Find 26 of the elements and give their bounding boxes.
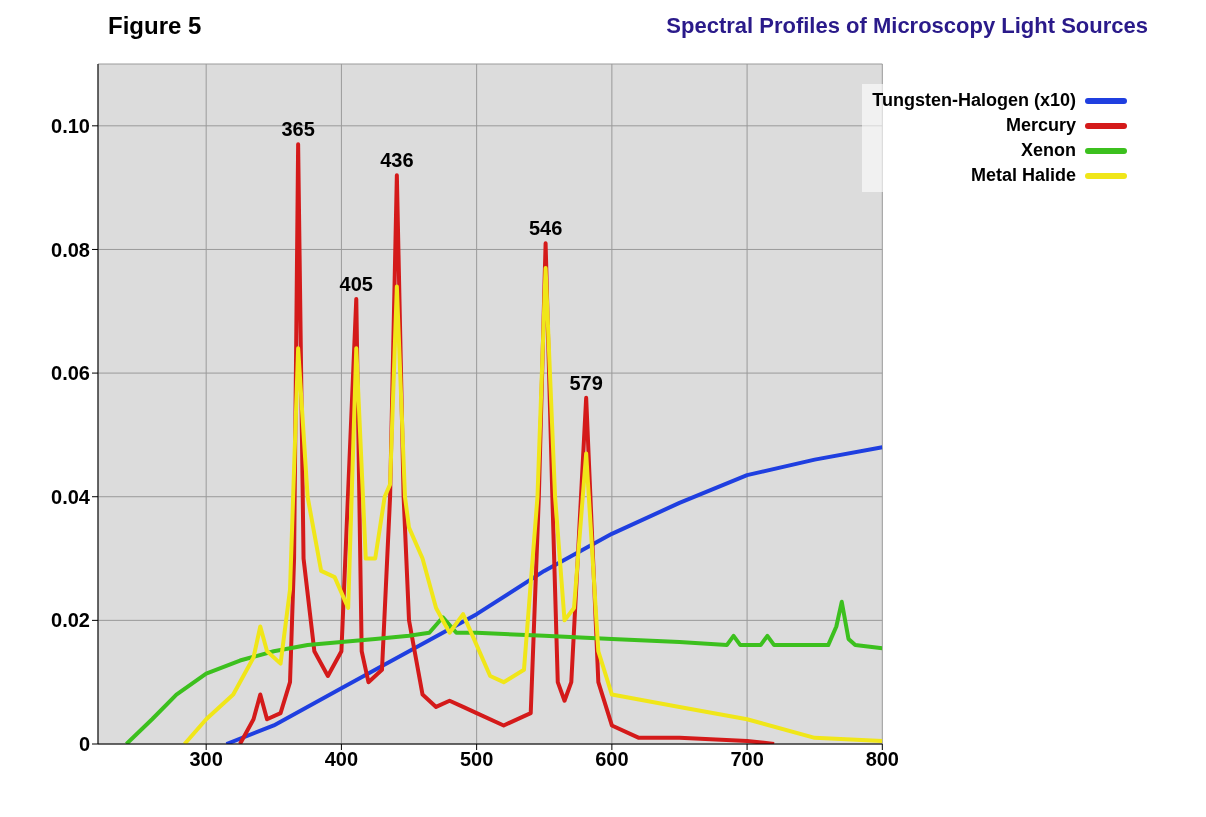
x-tick-label: 300 [189,748,223,771]
y-tick-label: 0.06 [51,362,90,385]
y-tick-label: 0.04 [51,485,91,508]
line-series [124,599,883,744]
y-tick-label: 0.10 [51,114,90,137]
annotation: 546 [528,217,563,240]
legend-label: Metal Halide [970,165,1076,186]
legend-label: Xenon [1020,140,1076,161]
chart-title: Spectral Profiles of Microscopy Light Sources [666,13,1148,39]
annotation: 365 [281,118,315,141]
x-tick-label: 500 [459,748,494,771]
legend-label: Tungsten-Halogen (x10) [872,90,1076,111]
annotation: 436 [380,149,414,172]
x-tick-label: 400 [324,748,359,771]
x-tick-label: 800 [865,748,899,771]
line-series [224,445,883,744]
line-series [182,266,883,744]
y-tick-label: 0.02 [51,609,90,632]
annotation: 579 [569,371,603,394]
legend-label: Mercury [1005,115,1076,136]
annotation: 405 [339,272,373,295]
y-tick-label: 0.08 [51,238,90,261]
y-tick-label: 0 [78,733,90,756]
x-tick-label: 600 [595,748,629,771]
caption: Figure 5 [108,12,202,39]
x-tick-label: 700 [730,748,764,771]
